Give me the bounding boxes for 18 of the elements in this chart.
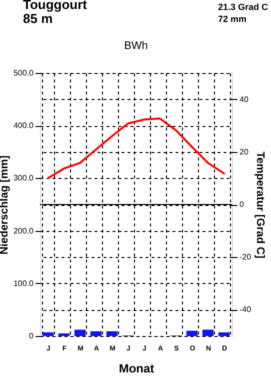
y-tick-label: 400.0 (13, 121, 34, 130)
y-tick-label: 100.0 (13, 278, 34, 288)
y2-tick-label: 40 (240, 94, 249, 104)
text: 72 mm (218, 14, 247, 24)
y-tick-label: 300.0 (13, 174, 34, 183)
y2-tick-label: -20 (240, 252, 252, 262)
y2-tick-label: -40 (240, 305, 252, 314)
chart-title: BWh (124, 40, 148, 52)
y-tick-label: 0 (29, 332, 34, 340)
y2-tick-label: 0 (240, 200, 244, 209)
x-axis-title: Monat (118, 362, 154, 376)
y-tick-label: 500.0 (13, 68, 34, 78)
text: 21.3 Grad C (218, 2, 269, 12)
text: Touggourt (23, 0, 88, 12)
text: 85 m (23, 11, 53, 26)
y2-tick-label: 20 (240, 147, 249, 156)
y-tick-label: 200.0 (13, 226, 34, 236)
y2-axis-title: Temperatur [Grad C] (254, 152, 266, 259)
